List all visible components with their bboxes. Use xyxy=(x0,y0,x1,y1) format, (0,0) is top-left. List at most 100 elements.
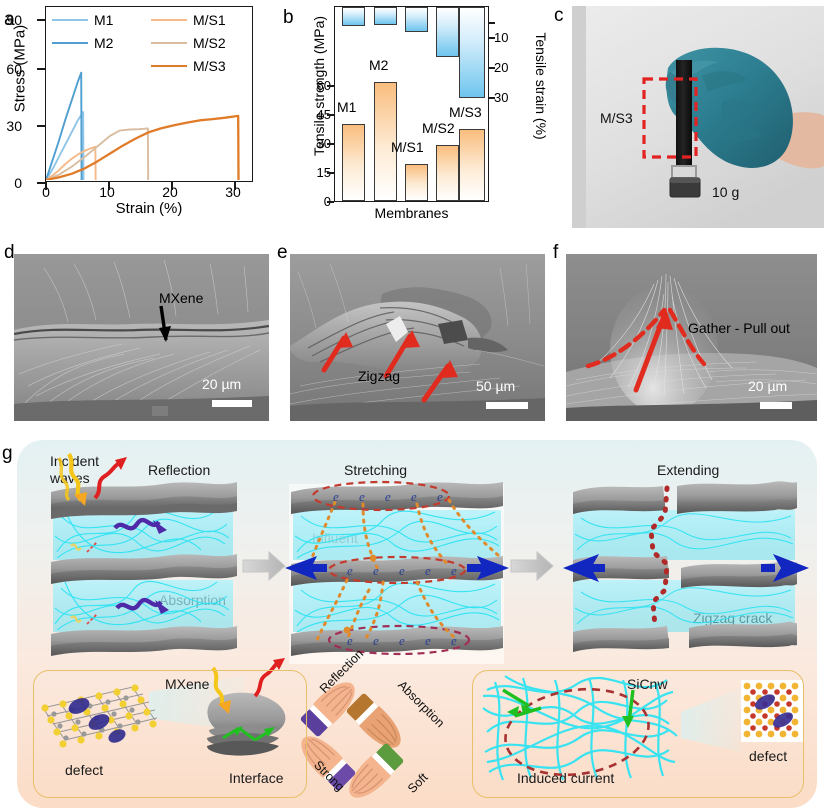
inset-right-defect-label: defect xyxy=(749,748,788,764)
bar-label-m2: M2 xyxy=(369,57,389,73)
svg-text:e: e xyxy=(451,563,457,578)
curve-m2 xyxy=(46,71,83,180)
panel-c-weight-label: 10 g xyxy=(712,184,740,200)
panel-a-stress-strain: a Stress (MPa) Strain (%) 0 30 60 90 0 1… xyxy=(0,0,280,232)
panel-g-stretching-title: Stretching xyxy=(344,462,408,478)
svg-text:e: e xyxy=(425,563,431,578)
transition-arrow-1 xyxy=(242,550,286,582)
legend-label-ms1: M/S1 xyxy=(193,11,226,28)
svg-text:e: e xyxy=(347,563,353,578)
legend-entry-m2: M2 xyxy=(52,35,151,51)
panel-a-ytick-0: 0 xyxy=(14,175,22,191)
panel-e-sem-image: Zigzag 50 µm xyxy=(290,254,545,421)
svg-text:e: e xyxy=(411,489,417,504)
bar-label-ms1: M/S1 xyxy=(391,139,424,155)
panel-g-letter: g xyxy=(2,443,13,464)
svg-text:e: e xyxy=(399,633,405,648)
strength-bar-ms3 xyxy=(459,129,485,201)
strength-bar-m1 xyxy=(342,124,365,201)
panel-e-letter: e xyxy=(277,242,288,263)
legend-swatch-ms1 xyxy=(151,18,187,21)
legend-label-m2: M2 xyxy=(94,34,114,51)
panel-b-ytick-15: 15 xyxy=(316,165,331,180)
panel-c-sample-label: M/S3 xyxy=(600,110,633,126)
panel-b-x-axis-label: Membranes xyxy=(374,205,449,221)
panel-f-annotation: Gather - Pull out xyxy=(688,320,790,336)
curve-ms2 xyxy=(46,127,150,180)
svg-text:e: e xyxy=(373,563,379,578)
strain-bar-ms3 xyxy=(459,7,485,98)
strain-bar-ms2 xyxy=(436,7,459,57)
inset-box-sicnw xyxy=(472,670,804,798)
svg-text:e: e xyxy=(437,489,443,504)
legend-swatch-m1 xyxy=(52,18,88,21)
panel-d-annotation: MXene xyxy=(159,290,204,306)
inset-right-title: SiCnw xyxy=(627,676,668,692)
legend-entry-ms1: M/S1 xyxy=(151,12,250,28)
svg-text:e: e xyxy=(347,633,353,648)
panel-a-curves xyxy=(46,71,240,180)
panel-a-xtick-10: 10 xyxy=(99,184,115,200)
panel-a-letter: a xyxy=(4,9,15,30)
panel-b-ytick-30: 30 xyxy=(316,136,331,151)
bar-label-ms2: M/S2 xyxy=(422,120,455,136)
panel-f-scalebar xyxy=(760,402,792,409)
stage1-membrane-stack xyxy=(51,452,237,656)
panel-g-artwork: e e e e e e e e e e e e e e e xyxy=(41,452,809,798)
strain-bar-m1 xyxy=(342,7,365,26)
inset-left-title: MXene xyxy=(165,676,210,692)
panel-b-ytick-0: 0 xyxy=(291,194,331,209)
inset-box-mxene xyxy=(33,670,307,798)
svg-text:e: e xyxy=(399,563,405,578)
panel-a-x-axis-label: Strain (%) xyxy=(115,200,183,217)
panel-d-letter: d xyxy=(4,242,15,263)
legend-entry-ms3: M/S3 xyxy=(151,58,250,74)
strength-bar-m2 xyxy=(374,82,397,201)
svg-text:e: e xyxy=(385,489,391,504)
panel-a-xtick-30: 30 xyxy=(225,184,241,200)
panel-d-scale-text: 20 µm xyxy=(202,376,242,392)
bar-label-m1: M1 xyxy=(337,99,357,115)
svg-text:e: e xyxy=(373,633,379,648)
strain-bar-ms1 xyxy=(405,7,428,32)
panel-b-right-axis-label: Tensile strain (%) xyxy=(533,32,549,140)
panel-c-letter: c xyxy=(554,5,564,26)
panel-a-xtick-20: 20 xyxy=(162,184,178,200)
svg-text:e: e xyxy=(451,633,457,648)
panel-d-sem-image: MXene 20 µm xyxy=(14,254,269,421)
panel-b-letter: b xyxy=(283,7,294,28)
inset-left-interface-label: Interface xyxy=(229,770,284,786)
inset-right-current-label: Induced current xyxy=(517,770,615,786)
svg-text:e: e xyxy=(359,489,365,504)
svg-text:e: e xyxy=(425,633,431,648)
panel-b-ytick-r-10: 10 xyxy=(494,30,509,45)
legend-label-m1: M1 xyxy=(94,11,114,28)
legend-label-ms3: M/S3 xyxy=(193,57,226,74)
membrane-holding-photo: M/S3 10 g xyxy=(572,6,824,228)
curve-ms1 xyxy=(46,145,97,180)
legend-entry-ms2: M/S2 xyxy=(151,35,250,51)
legend-entry-m1: M1 xyxy=(52,12,151,28)
panel-f-scale-text: 20 µm xyxy=(748,378,788,394)
panel-c-photo: c xyxy=(554,0,826,232)
panel-a-legend: M1 M/S1 M2 M/S2 xyxy=(52,8,250,77)
panel-a-ytick-60: 60 xyxy=(6,61,22,77)
panel-a-ytick-30: 30 xyxy=(6,118,22,134)
panel-g-reflection-label: Reflection xyxy=(148,462,211,478)
panel-f-sem-image: Gather - Pull out 20 µm xyxy=(566,254,817,421)
stage3-membrane-stack xyxy=(563,481,809,652)
panel-e-annotation: Zigzag xyxy=(358,368,401,384)
panel-g-schematic: Incident waves Reflection Absorption Str… xyxy=(17,440,817,808)
strength-bar-ms1 xyxy=(405,164,428,201)
panel-a-xtick-0: 0 xyxy=(42,184,50,200)
svg-text:e: e xyxy=(333,489,339,504)
strain-bar-m2 xyxy=(374,7,397,25)
inset-left-artwork xyxy=(41,658,286,756)
stage2-membrane-stack: e e e e e e e e e e e e e e e xyxy=(285,480,509,664)
curve-ms3 xyxy=(46,114,240,180)
bar-label-ms3: M/S3 xyxy=(449,104,482,120)
panel-f-letter: f xyxy=(553,242,559,263)
panel-b-bar-chart: b Tensile strength (MPa) Tensile strain … xyxy=(281,0,553,232)
legend-swatch-m2 xyxy=(52,41,88,44)
